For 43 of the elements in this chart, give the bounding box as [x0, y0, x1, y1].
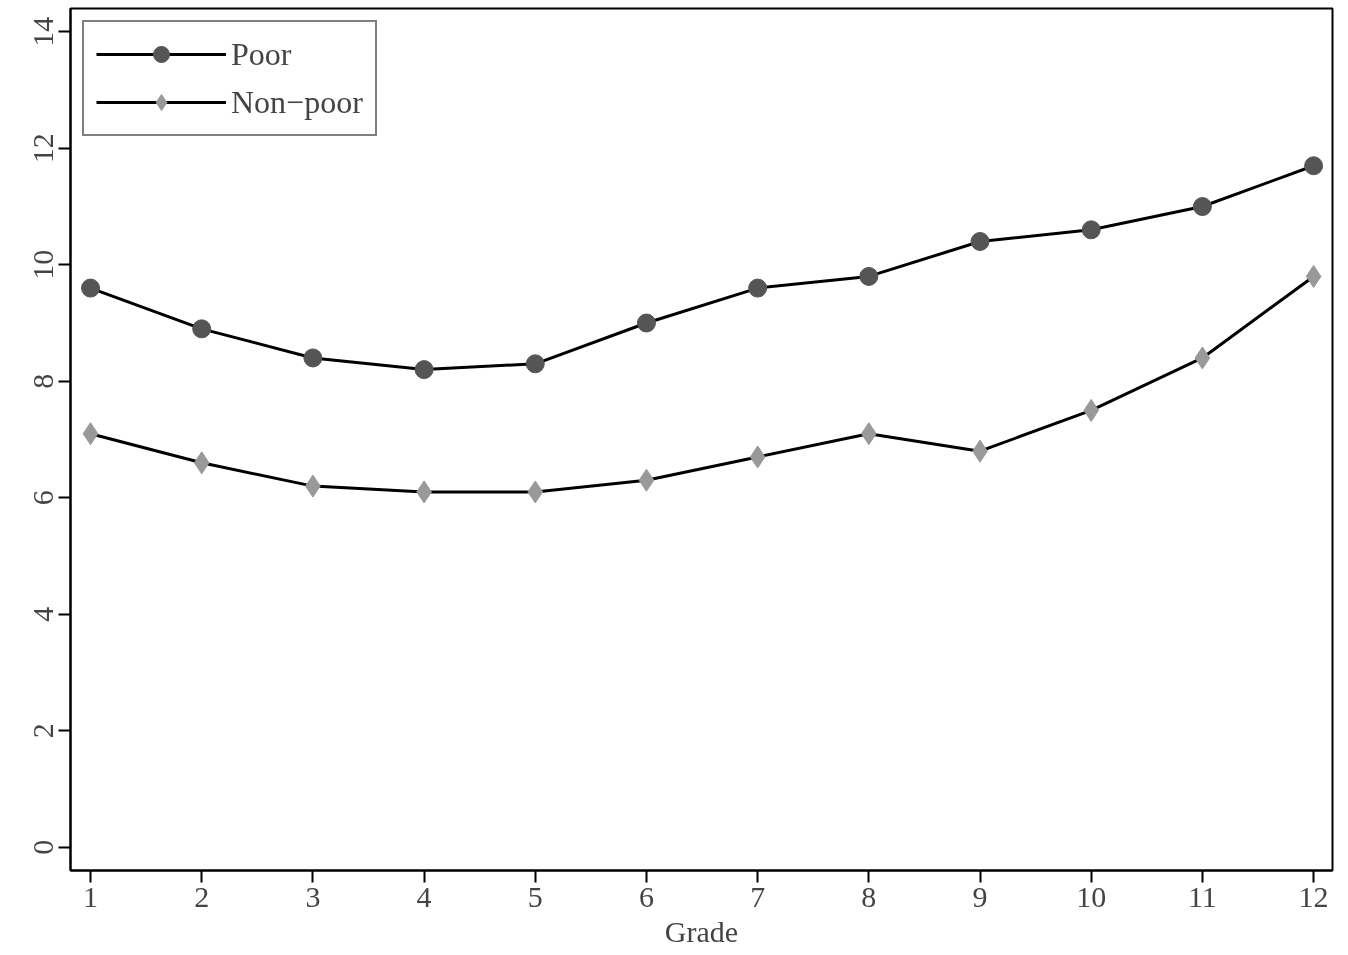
point	[192, 319, 212, 339]
y-tick-label: 4	[26, 606, 60, 622]
x-tick-label: 5	[527, 879, 543, 913]
point	[1081, 220, 1101, 240]
point	[527, 480, 544, 504]
x-tick-label: 1	[83, 879, 99, 913]
point	[525, 354, 545, 374]
point	[749, 445, 766, 469]
y-tick-label: 6	[26, 490, 60, 506]
x-tick-label: 4	[416, 879, 432, 913]
point	[1083, 398, 1100, 422]
y-tick-label: 2	[26, 723, 60, 739]
y-tick-label: 14	[26, 16, 60, 47]
y-tick-label: 10	[26, 249, 60, 280]
point	[303, 348, 323, 368]
legend-label: Poor	[231, 35, 292, 73]
x-tick-label: 6	[638, 879, 654, 913]
point	[81, 278, 101, 298]
x-axis-title: Grade	[664, 914, 739, 948]
point	[1192, 197, 1212, 217]
x-tick-label: 11	[1187, 879, 1217, 913]
point	[748, 278, 768, 298]
x-tick-label: 7	[750, 879, 766, 913]
point	[1304, 156, 1324, 176]
point	[859, 266, 879, 286]
legend-label: Non−poor	[231, 83, 363, 121]
x-tick-label: 8	[861, 879, 877, 913]
point	[638, 468, 655, 492]
point	[1305, 264, 1322, 288]
point	[82, 422, 99, 446]
point	[414, 360, 434, 380]
point	[636, 313, 656, 333]
point	[193, 451, 210, 475]
x-tick-label: 10	[1076, 879, 1107, 913]
y-tick-label: 0	[26, 839, 60, 855]
x-tick-label: 3	[305, 879, 321, 913]
point	[1194, 346, 1211, 370]
x-tick-label: 12	[1298, 879, 1329, 913]
x-tick-label: 9	[972, 879, 988, 913]
point	[970, 231, 990, 251]
y-tick-label: 8	[26, 373, 60, 389]
y-tick-label: 12	[26, 133, 60, 164]
x-tick-label: 2	[194, 879, 210, 913]
